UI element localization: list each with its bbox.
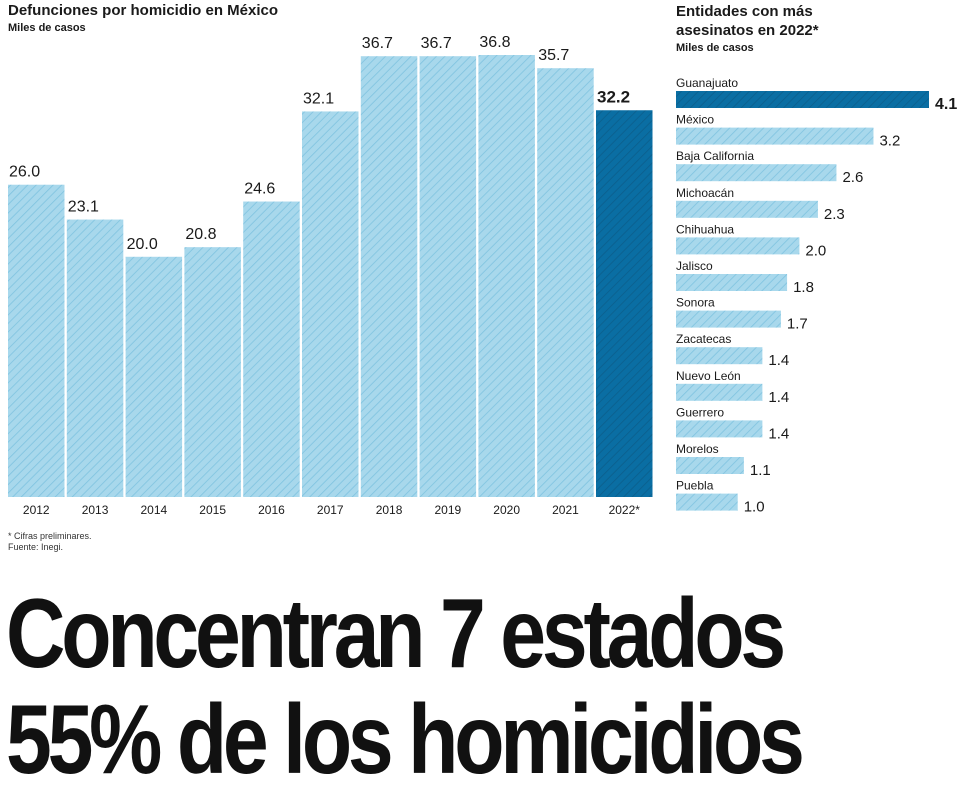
bar-2022* [596,110,653,497]
footnotes: * Cifras preliminares. Fuente: Inegi. [8,531,92,553]
state-value-label: 4.1 [935,96,957,113]
state-name-label: Sonora [676,296,715,310]
state-value-label: 2.3 [824,206,845,223]
x-tick-label: 2013 [82,503,109,517]
right-chart-subtitle: Miles de casos [676,42,754,54]
bar-2013 [66,219,124,497]
x-tick-label: 2018 [376,503,403,517]
state-name-label: Michoacán [676,186,734,200]
state-value-label: 1.4 [768,425,789,442]
x-tick-label: 2014 [140,503,167,517]
footnote-source: Fuente: Inegi. [8,542,64,552]
homicides-by-year-bar-chart: 26.0 2012 23.1 2013 20.0 2014 20.8 2015 24.6 2016… [8,34,653,517]
bar-value-label: 36.7 [362,35,393,52]
state-value-label: 1.1 [750,462,771,479]
bar-2017 [302,111,359,498]
state-value-label: 2.6 [842,169,863,186]
state-bar [676,127,874,145]
state-bar [676,91,929,108]
x-tick-label: 2022* [609,503,641,517]
left-chart-title: Defunciones por homicidio en México [8,2,279,19]
state-bar [676,457,744,474]
state-name-label: Puebla [676,479,714,493]
footnote-preliminary: * Cifras preliminares. [8,531,92,541]
headline-line-1: Concentran 7 estados [6,578,786,688]
state-bar [676,347,763,365]
headline: Concentran 7 estados 55% de los homicidi… [6,580,812,792]
state-name-label: Jalisco [676,259,713,273]
state-bar [676,274,788,291]
bar-2015 [184,247,241,497]
bar-value-label: 35.7 [538,47,569,64]
state-value-label: 1.8 [793,279,814,296]
x-tick-label: 2016 [258,503,285,517]
bar-value-label: 23.1 [68,199,99,216]
bar-2020 [478,55,535,497]
right-chart-title: Entidades con más asesinatos en 2022* [676,3,819,39]
state-bar [676,164,837,182]
state-name-label: Chihuahua [676,222,734,236]
state-name-label: Morelos [676,442,719,456]
left-chart-subtitle: Miles de casos [8,22,86,34]
x-tick-label: 2012 [23,503,50,517]
state-bar [676,237,800,255]
bar-2019 [419,56,477,498]
state-name-label: Zacatecas [676,332,731,346]
x-tick-label: 2020 [493,503,520,517]
bar-2016 [243,201,300,498]
bar-value-label: 36.7 [421,35,452,52]
bar-2014 [125,256,183,497]
state-bar [676,200,818,218]
bar-value-label: 24.6 [244,181,275,198]
state-name-label: Guanajuato [676,76,738,90]
bar-value-label: 20.8 [185,226,216,243]
state-name-label: Baja California [676,149,754,163]
state-bar [676,493,738,511]
state-name-label: México [676,113,714,127]
bar-value-label: 36.8 [479,34,510,51]
state-bar [676,310,781,328]
bar-2012 [8,184,65,497]
state-value-label: 1.0 [744,499,765,516]
state-value-label: 1.4 [768,352,789,369]
x-tick-label: 2017 [317,503,344,517]
state-bar [676,383,763,401]
x-tick-label: 2019 [434,503,461,517]
bar-value-label: 32.2 [597,87,630,106]
headline-line-2: 55% de los homicidios [6,684,805,794]
bar-value-label: 32.1 [303,90,334,107]
state-name-label: Guerrero [676,405,724,419]
bar-2021 [537,68,594,497]
x-tick-label: 2015 [199,503,226,517]
bar-value-label: 26.0 [9,164,40,181]
state-name-label: Nuevo León [676,369,741,383]
state-value-label: 3.2 [879,133,900,150]
state-value-label: 1.7 [787,316,808,333]
bar-value-label: 20.0 [127,236,158,253]
state-value-label: 1.4 [768,389,789,406]
x-tick-label: 2021 [552,503,579,517]
bar-2018 [360,56,418,498]
state-bar [676,420,763,438]
homicides-by-state-bar-chart: Guanajuato 4.1 México 3.2 Baja California 2.6… [676,76,957,516]
state-value-label: 2.0 [805,242,826,259]
